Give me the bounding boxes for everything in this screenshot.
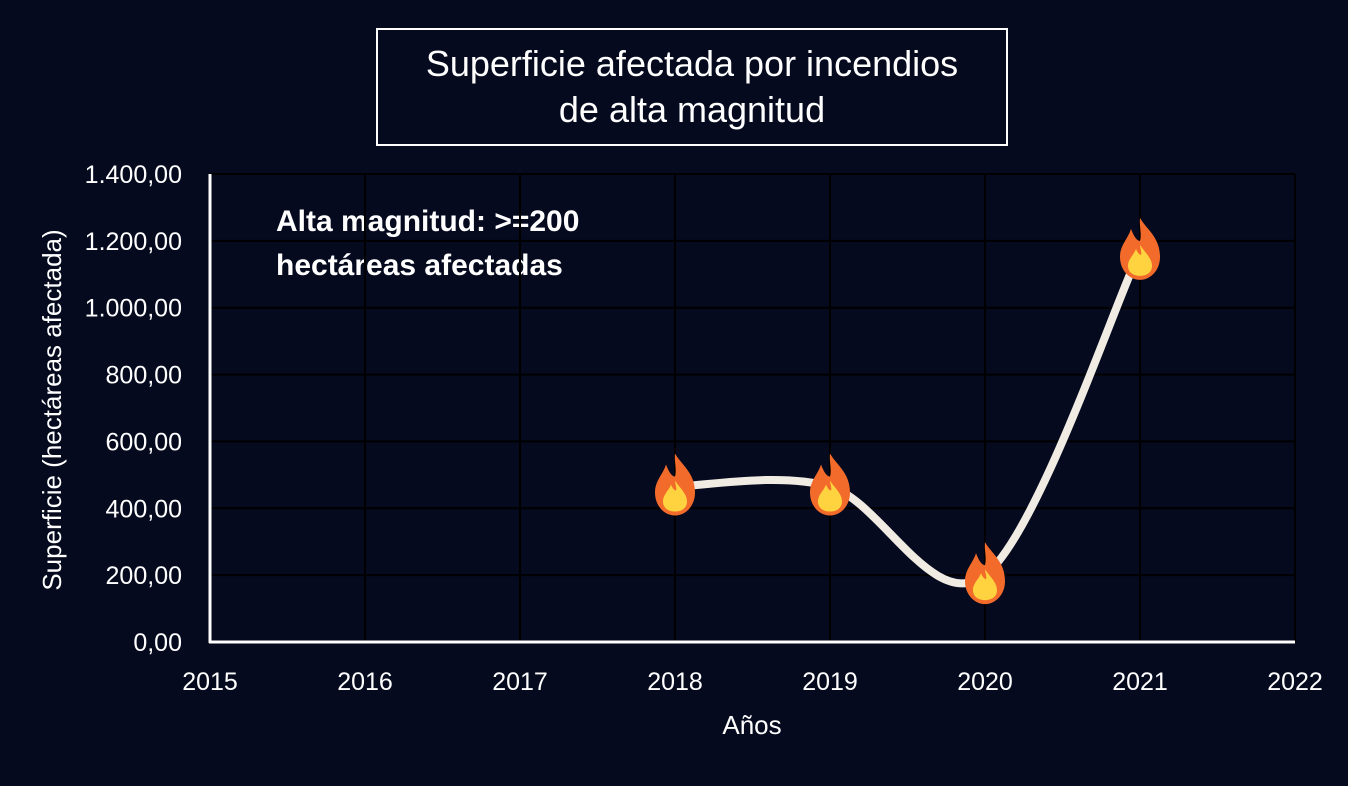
flame-inner (818, 480, 842, 512)
chart-title: Superficie afectada por incendios de alt… (376, 28, 1008, 146)
x-tick-label: 2017 (492, 668, 548, 696)
flame-inner (1128, 244, 1152, 276)
chart-title-line-2: de alta magnitud (558, 89, 826, 130)
x-tick-label: 2021 (1112, 668, 1168, 696)
chart-annotation: Alta magnitud: >=200 hectáreas afectadas (276, 200, 656, 288)
x-tick-label: 2022 (1267, 668, 1323, 696)
x-axis-label: Años (722, 710, 782, 740)
fire-icon (655, 453, 695, 516)
y-tick-label: 1.200,00 (85, 228, 182, 256)
fire-icon (965, 542, 1005, 605)
y-tick-label: 400,00 (106, 495, 182, 523)
y-tick-label: 1.000,00 (85, 295, 182, 323)
y-tick-label: 1.400,00 (85, 161, 182, 189)
fire-icon (1120, 217, 1160, 280)
series-line (671, 246, 1144, 588)
y-tick-label: 600,00 (106, 428, 182, 456)
chart-title-line-1: Superficie afectada por incendios (425, 43, 959, 84)
y-tick-label: 800,00 (106, 362, 182, 390)
y-axis-label: Superficie (hectáreas afectada) (37, 229, 67, 591)
annotation-line-2: hectáreas afectadas (276, 249, 563, 282)
x-tick-label: 2019 (802, 668, 858, 696)
x-tick-label: 2020 (957, 668, 1013, 696)
flame-inner (663, 480, 687, 512)
x-tick-label: 2018 (647, 668, 703, 696)
y-tick-label: 0,00 (133, 629, 182, 657)
x-tick-label: 2015 (182, 668, 238, 696)
x-tick-label: 2016 (337, 668, 393, 696)
fire-icon (810, 453, 850, 516)
annotation-line-1: Alta magnitud: >=200 (276, 205, 580, 238)
y-tick-label: 200,00 (106, 562, 182, 590)
flame-inner (973, 569, 997, 601)
